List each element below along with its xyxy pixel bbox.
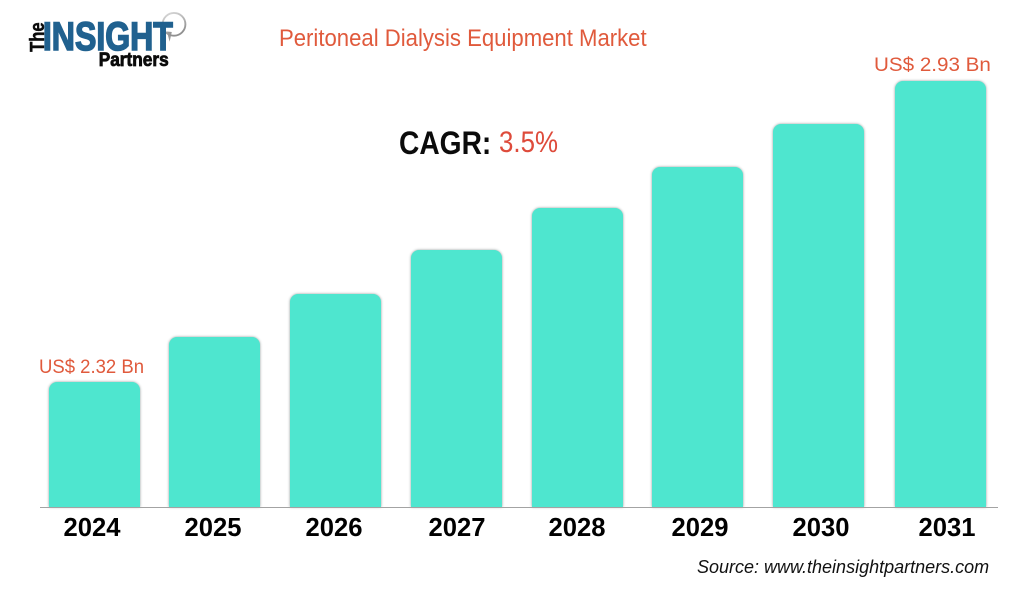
svg-text:The: The	[27, 22, 49, 52]
svg-text:INSIGHT: INSIGHT	[43, 15, 173, 59]
svg-text:Partners: Partners	[99, 50, 169, 71]
